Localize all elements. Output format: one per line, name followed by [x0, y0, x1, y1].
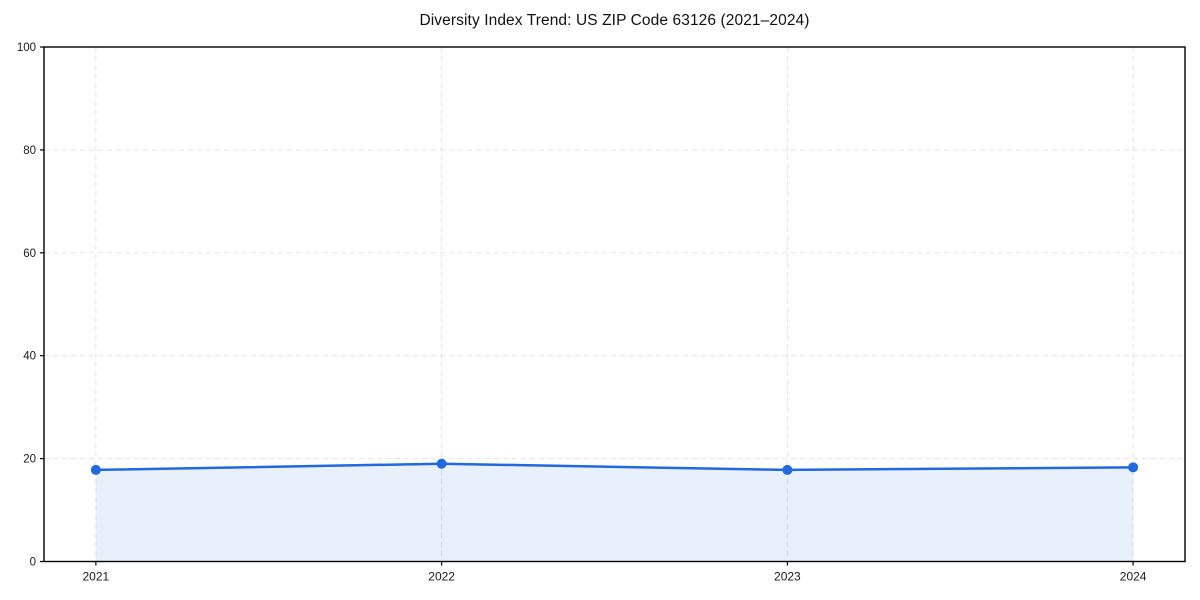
data-point-marker — [90, 464, 101, 475]
x-axis-tick-label: 2022 — [428, 570, 455, 584]
y-axis-tick-label: 60 — [23, 248, 36, 260]
y-axis-tick-label: 40 — [23, 351, 36, 363]
data-point-marker — [1128, 462, 1139, 473]
y-axis-tick-label: 20 — [23, 454, 36, 466]
area-fill — [95, 463, 1134, 562]
data-point-marker — [436, 458, 447, 469]
y-axis-tick-label: 100 — [17, 42, 36, 54]
chart-title: Diversity Index Trend: US ZIP Code 63126… — [419, 12, 810, 29]
x-axis-tick-label: 2023 — [774, 570, 801, 584]
y-axis-tick-label: 80 — [23, 145, 36, 157]
trend-line — [94, 462, 1135, 472]
axes-spines — [43, 46, 1186, 563]
y-axis-tick-label: 0 — [30, 557, 36, 569]
x-axis-tick-label: 2021 — [83, 570, 110, 584]
x-axis-tick-label: 2024 — [1120, 570, 1147, 584]
data-point-marker — [782, 464, 793, 475]
